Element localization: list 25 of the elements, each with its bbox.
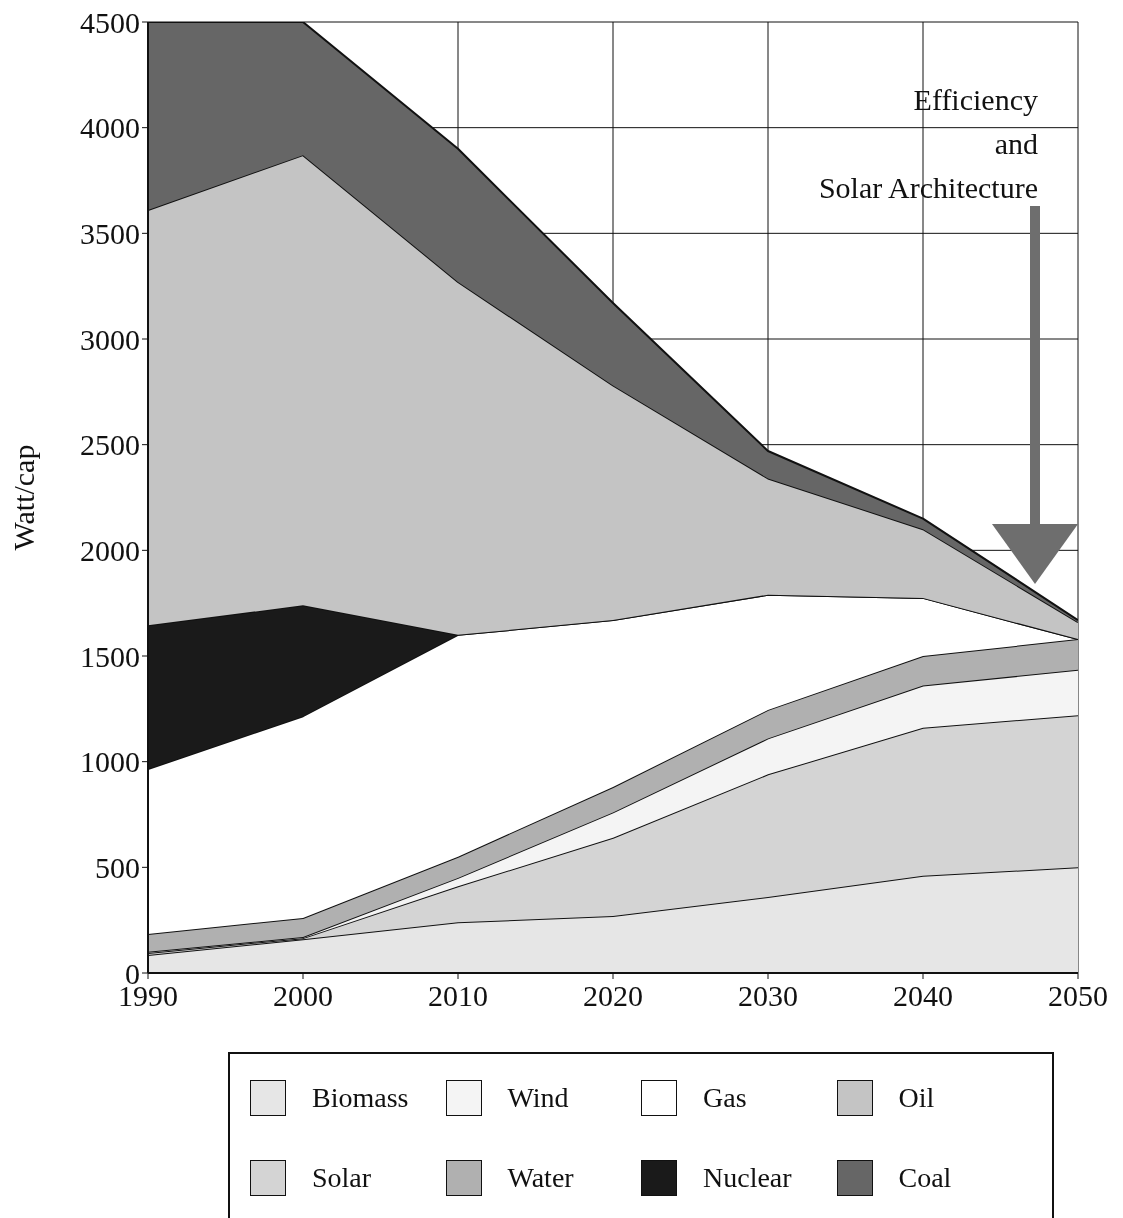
y-tick-label: 2000 xyxy=(80,533,140,567)
y-tick-label: 500 xyxy=(95,850,140,884)
y-tick-label: 1000 xyxy=(80,745,140,779)
y-tick-label: 2500 xyxy=(80,428,140,462)
y-axis-title: Watt/cap xyxy=(6,444,40,551)
y-tick-label: 3500 xyxy=(80,216,140,250)
x-tick-label: 2010 xyxy=(428,979,488,1013)
legend-label: Solar xyxy=(312,1162,372,1194)
legend-label: Wind xyxy=(507,1082,569,1114)
x-tick-label: 2000 xyxy=(273,979,333,1013)
legend-label: Biomass xyxy=(312,1082,409,1114)
annotation: Efficiency and Solar Architecture xyxy=(818,82,1038,206)
y-tick-label: 1500 xyxy=(80,639,140,673)
x-tick-label: 2020 xyxy=(583,979,643,1013)
legend-label: Coal xyxy=(898,1162,952,1194)
y-tick-label: 3000 xyxy=(80,322,140,356)
y-tick-label: 4500 xyxy=(80,5,140,39)
x-tick-label: 2050 xyxy=(1048,979,1108,1013)
x-tick-label: 2030 xyxy=(738,979,798,1013)
legend-label: Gas xyxy=(703,1082,747,1114)
x-tick-label: 2040 xyxy=(893,979,953,1013)
legend-label: Oil xyxy=(898,1082,935,1114)
legend-label: Nuclear xyxy=(703,1162,792,1194)
legend-label: Water xyxy=(507,1162,574,1194)
y-tick-label: 4000 xyxy=(80,111,140,145)
